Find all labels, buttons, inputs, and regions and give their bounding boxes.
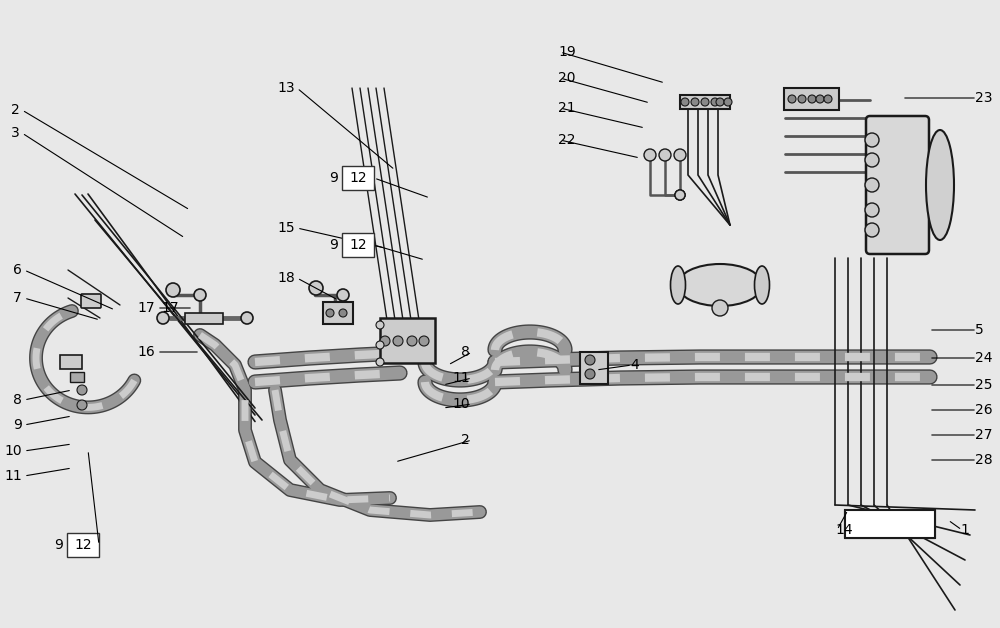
Text: 20: 20 <box>558 71 576 85</box>
Circle shape <box>407 336 417 346</box>
Circle shape <box>241 312 253 324</box>
Circle shape <box>701 98 709 106</box>
Text: 11: 11 <box>4 469 22 483</box>
Text: 7: 7 <box>13 291 22 305</box>
Text: 15: 15 <box>277 221 295 235</box>
Text: 9: 9 <box>329 238 338 252</box>
Circle shape <box>711 98 719 106</box>
Text: 17: 17 <box>137 301 155 315</box>
Text: 13: 13 <box>277 81 295 95</box>
Bar <box>70 372 84 382</box>
Text: 1: 1 <box>960 523 969 537</box>
Circle shape <box>716 98 724 106</box>
FancyBboxPatch shape <box>81 294 101 308</box>
Bar <box>67 533 99 557</box>
Circle shape <box>380 336 390 346</box>
Circle shape <box>865 178 879 192</box>
Bar <box>380 318 435 363</box>
Circle shape <box>712 300 728 316</box>
Bar <box>342 233 374 257</box>
Text: 9: 9 <box>54 538 63 552</box>
Text: 8: 8 <box>13 393 22 407</box>
Circle shape <box>788 95 796 103</box>
Ellipse shape <box>670 266 686 304</box>
Circle shape <box>808 95 816 103</box>
Circle shape <box>339 309 347 317</box>
Text: 21: 21 <box>558 101 576 115</box>
Circle shape <box>376 341 384 349</box>
Text: 22: 22 <box>558 133 576 147</box>
Circle shape <box>393 336 403 346</box>
Text: 27: 27 <box>975 428 992 442</box>
Circle shape <box>691 98 699 106</box>
Circle shape <box>675 190 685 200</box>
FancyBboxPatch shape <box>866 116 929 254</box>
Circle shape <box>376 358 384 366</box>
Text: 4: 4 <box>630 358 639 372</box>
Bar <box>784 88 839 110</box>
Text: 18: 18 <box>277 271 295 285</box>
Text: 12: 12 <box>74 538 92 552</box>
Text: 3: 3 <box>11 126 20 140</box>
Circle shape <box>644 149 656 161</box>
Circle shape <box>419 336 429 346</box>
Circle shape <box>675 190 685 200</box>
Circle shape <box>326 309 334 317</box>
Circle shape <box>157 312 169 324</box>
Text: 2: 2 <box>11 103 20 117</box>
Circle shape <box>77 400 87 410</box>
Circle shape <box>816 95 824 103</box>
Circle shape <box>674 149 686 161</box>
Text: 19: 19 <box>558 45 576 59</box>
Bar <box>60 355 82 369</box>
Text: 25: 25 <box>975 378 992 392</box>
Text: 17: 17 <box>161 301 179 315</box>
Circle shape <box>659 149 671 161</box>
Bar <box>185 313 223 324</box>
Circle shape <box>337 289 349 301</box>
Text: 10: 10 <box>4 444 22 458</box>
Circle shape <box>724 98 732 106</box>
Ellipse shape <box>755 266 770 304</box>
Circle shape <box>675 190 685 200</box>
Text: 6: 6 <box>13 263 22 277</box>
Circle shape <box>376 321 384 329</box>
Text: 12: 12 <box>349 171 367 185</box>
Circle shape <box>865 133 879 147</box>
Text: 9: 9 <box>329 171 338 185</box>
Circle shape <box>798 95 806 103</box>
Bar <box>580 352 608 384</box>
Circle shape <box>865 203 879 217</box>
Text: 10: 10 <box>452 397 470 411</box>
Text: 9: 9 <box>13 418 22 432</box>
Bar <box>680 95 730 109</box>
Circle shape <box>865 223 879 237</box>
Ellipse shape <box>926 130 954 240</box>
Circle shape <box>194 289 206 301</box>
Text: 14: 14 <box>835 523 853 537</box>
Circle shape <box>824 95 832 103</box>
Bar <box>342 166 374 190</box>
Ellipse shape <box>678 264 763 306</box>
Circle shape <box>166 283 180 297</box>
Text: 11: 11 <box>452 371 470 385</box>
Circle shape <box>681 98 689 106</box>
Text: 16: 16 <box>137 345 155 359</box>
Text: 12: 12 <box>349 238 367 252</box>
Text: 26: 26 <box>975 403 993 417</box>
Bar <box>845 510 935 538</box>
Text: 28: 28 <box>975 453 993 467</box>
Text: 2: 2 <box>461 433 470 447</box>
Bar <box>323 302 353 324</box>
Circle shape <box>865 153 879 167</box>
Text: 5: 5 <box>975 323 984 337</box>
Text: 23: 23 <box>975 91 992 105</box>
Text: 8: 8 <box>461 345 470 359</box>
Circle shape <box>585 355 595 365</box>
Text: 24: 24 <box>975 351 992 365</box>
Circle shape <box>77 385 87 395</box>
Circle shape <box>309 281 323 295</box>
Circle shape <box>585 369 595 379</box>
